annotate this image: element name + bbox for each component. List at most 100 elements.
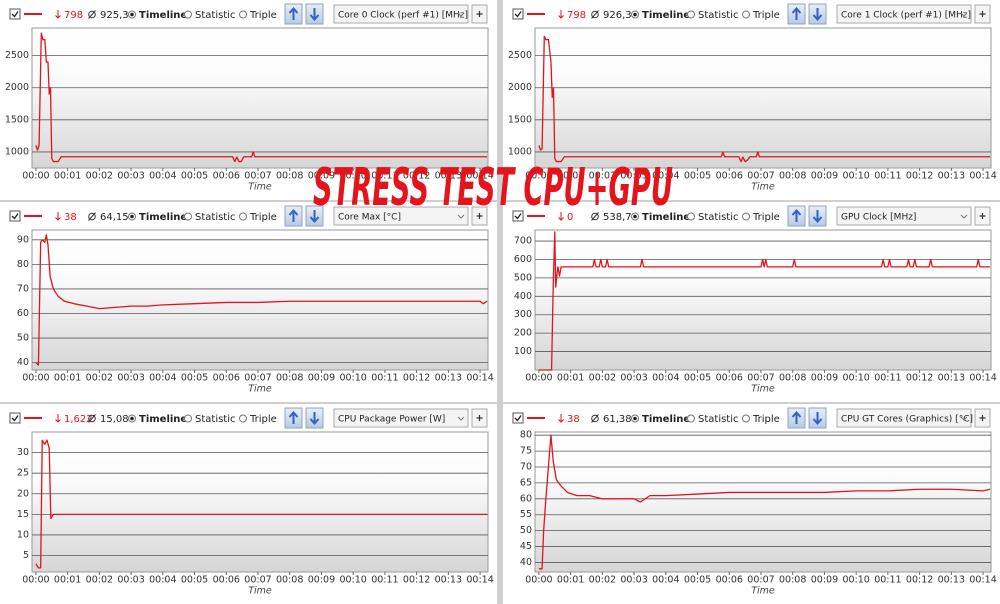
sensor-name[interactable]: CPU Package Power [W] <box>338 415 445 425</box>
sensor-dropdown[interactable] <box>333 206 469 226</box>
mode-label[interactable]: Timeline <box>139 10 187 21</box>
mode-label[interactable]: Triple <box>752 414 780 425</box>
radio[interactable] <box>184 212 192 221</box>
x-tick-label: 00:14 <box>969 171 996 182</box>
mode-label[interactable]: Triple <box>752 212 780 223</box>
mode-label[interactable]: Timeline <box>139 414 187 425</box>
x-tick-label: 00:08 <box>276 373 303 384</box>
avg-icon <box>88 10 96 19</box>
y-tick-label: 15 <box>17 509 29 520</box>
checkbox[interactable] <box>512 210 524 222</box>
sensor-dropdown[interactable] <box>836 4 972 24</box>
avg-icon-slash <box>591 212 599 221</box>
sensor-name[interactable]: CPU GT Cores (Graphics) [°C] <box>841 415 973 425</box>
mode-label[interactable]: Timeline <box>642 10 690 21</box>
sensor-name[interactable]: Core 1 Clock (perf #1) [MHz] <box>841 11 971 21</box>
mode-label[interactable]: Triple <box>752 10 780 21</box>
add-icon <box>476 415 483 421</box>
x-tick-label: 00:01 <box>54 575 81 586</box>
x-tick-label: 00:02 <box>589 373 616 384</box>
mode-label[interactable]: Statistic <box>195 414 236 425</box>
checkbox[interactable] <box>9 412 21 424</box>
x-tick-label: 00:14 <box>466 575 493 586</box>
avg-icon <box>88 414 96 423</box>
y-tick-label: 300 <box>514 309 532 320</box>
y-tick-label: 1000 <box>5 146 29 157</box>
radio[interactable] <box>239 212 247 221</box>
x-tick-label: 00:05 <box>684 171 711 182</box>
data-line <box>35 234 488 366</box>
checkbox[interactable] <box>512 8 524 20</box>
mode-label[interactable]: Timeline <box>642 414 690 425</box>
radio[interactable] <box>742 10 750 19</box>
sensor-name[interactable]: Core Max [°C] <box>338 213 401 223</box>
min-value: 38 <box>64 212 77 223</box>
radio[interactable] <box>184 10 192 19</box>
y-tick-label: 70 <box>520 462 532 473</box>
sensor-name[interactable]: Core 0 Clock (perf #1) [MHz] <box>338 11 468 21</box>
mode-label[interactable]: Timeline <box>139 212 187 223</box>
scroll-arrow <box>791 6 802 20</box>
radio[interactable] <box>742 414 750 423</box>
y-tick-label: 2000 <box>5 82 29 93</box>
x-tick-label: 00:11 <box>874 373 901 384</box>
radio[interactable] <box>239 10 247 19</box>
mode-label[interactable]: Statistic <box>698 10 739 21</box>
sensor-dropdown[interactable] <box>333 408 469 428</box>
radio[interactable] <box>184 414 192 423</box>
sensor-name[interactable]: GPU Clock [MHz] <box>841 213 916 223</box>
y-tick-label: 1500 <box>5 114 29 125</box>
mode-label[interactable]: Statistic <box>698 212 739 223</box>
y-tick-label: 2500 <box>5 50 29 61</box>
scroll-arrow <box>288 6 299 20</box>
radio-dot <box>130 12 134 17</box>
y-tick-label: 45 <box>520 541 532 552</box>
checkmark <box>514 11 522 18</box>
radio[interactable] <box>687 414 695 423</box>
radio[interactable] <box>687 10 695 19</box>
checkbox[interactable] <box>512 412 524 424</box>
mode-label[interactable]: Triple <box>249 212 277 223</box>
checkmark <box>11 213 19 220</box>
min-value: 1,622 <box>64 414 93 425</box>
radio[interactable] <box>742 212 750 221</box>
chart-panel: 1,622 15,08 Timeline Statistic Triple CPU Pac… <box>0 404 497 604</box>
mode-label[interactable]: Statistic <box>195 10 236 21</box>
scroll-arrow <box>812 412 823 426</box>
sensor-dropdown[interactable] <box>836 206 972 226</box>
y-tick-label: 80 <box>17 259 29 270</box>
y-tick-label: 1500 <box>508 114 532 125</box>
avg-icon <box>88 212 96 221</box>
x-tick-label: 00:03 <box>620 171 647 182</box>
x-tick-label: 00:09 <box>811 373 838 384</box>
plot-area <box>31 431 489 573</box>
avg-value: 925,3 <box>100 10 129 21</box>
chart-panel: 38 64,15 Timeline Statistic Triple Core Max [… <box>0 202 497 402</box>
sensor-dropdown[interactable] <box>333 4 469 24</box>
radio[interactable] <box>687 212 695 221</box>
y-tick-label: 60 <box>17 308 29 319</box>
avg-icon <box>591 212 599 221</box>
x-tick-label: 00:10 <box>339 575 366 586</box>
checkbox[interactable] <box>9 210 21 222</box>
x-tick-label: 00:00 <box>22 171 49 182</box>
mode-label[interactable]: Triple <box>249 414 277 425</box>
x-tick-label: 00:07 <box>747 373 774 384</box>
x-tick-label: 00:08 <box>779 171 806 182</box>
y-tick-label: 80 <box>520 430 532 441</box>
avg-icon <box>591 414 599 423</box>
checkbox[interactable] <box>9 8 21 20</box>
chart-panel: 798 925,3 Timeline Statistic Triple Core 0 Cl… <box>0 0 497 200</box>
x-tick-label: 00:04 <box>149 171 176 182</box>
x-tick-label: 00:05 <box>181 171 208 182</box>
radio[interactable] <box>239 414 247 423</box>
mode-label[interactable]: Statistic <box>195 212 236 223</box>
sensor-dropdown[interactable] <box>836 408 972 428</box>
mode-label[interactable]: Triple <box>249 10 277 21</box>
mode-label[interactable]: Timeline <box>642 212 690 223</box>
scroll-arrow <box>791 208 802 222</box>
x-axis-label: Time <box>751 586 775 597</box>
mode-label[interactable]: Statistic <box>698 414 739 425</box>
